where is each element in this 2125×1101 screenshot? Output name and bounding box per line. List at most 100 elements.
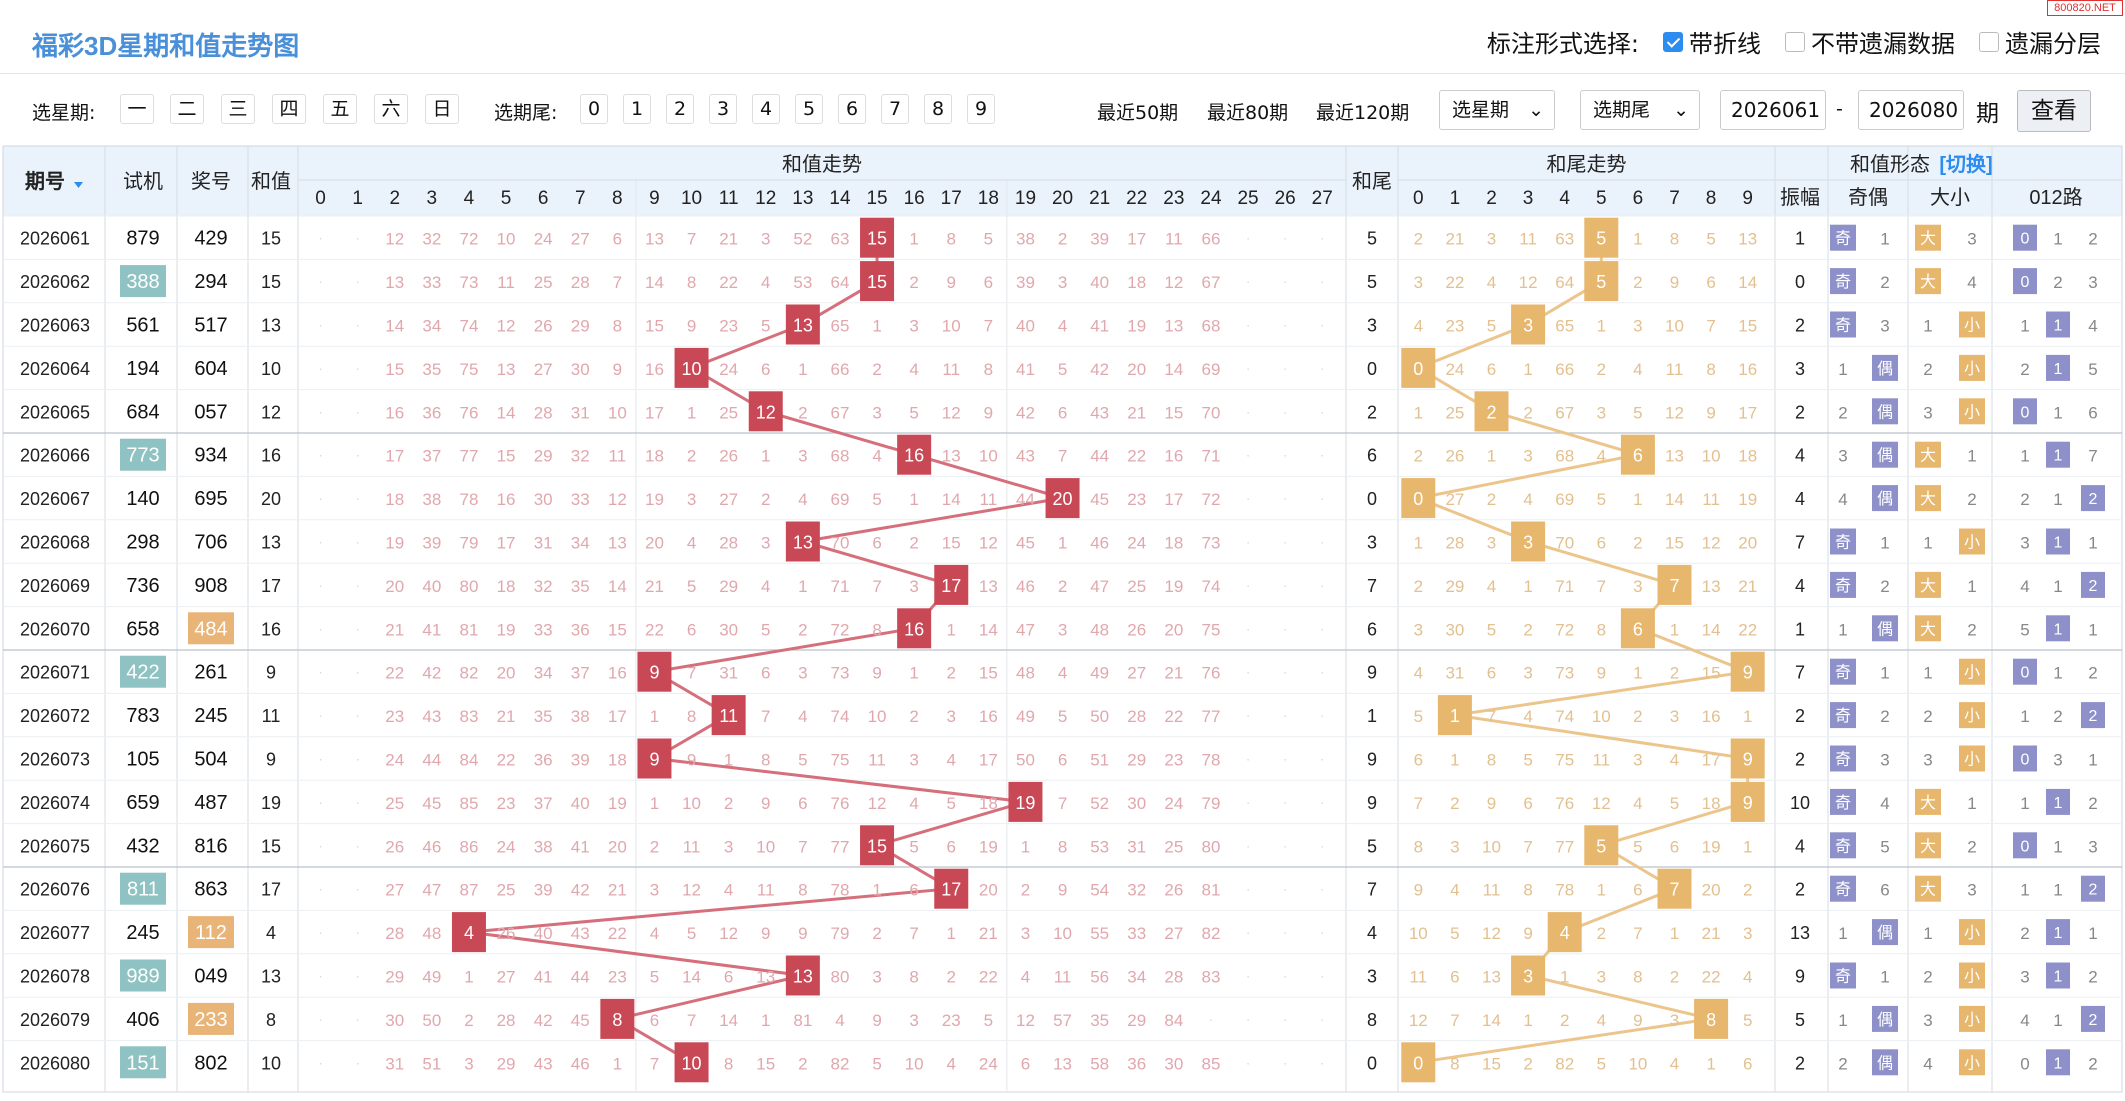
tail-select[interactable]: 选期尾 ⌄ <box>1580 90 1700 130</box>
checkbox-icon[interactable] <box>1663 31 1683 52</box>
sum-miss-value: 7 <box>1058 447 1067 466</box>
tail-miss-value: 3 <box>1743 924 1752 943</box>
sum-miss-dot: · <box>1246 881 1251 897</box>
big-badge-text: 大 <box>1920 490 1936 508</box>
tail-button[interactable]: 9 <box>967 94 995 124</box>
sum-miss-dot: · <box>1320 534 1325 550</box>
weekday-button[interactable]: 六 <box>374 94 408 124</box>
tail-ball-value: 9 <box>1743 663 1753 683</box>
tail-button[interactable]: 5 <box>795 94 823 124</box>
weekday-button[interactable]: 二 <box>170 94 204 124</box>
issue-header: 期号 <box>25 170 65 193</box>
tail-miss-value: 2 <box>1633 273 1642 292</box>
tail-miss-value: 1 <box>1670 620 1679 639</box>
sum-miss-dot: · <box>1246 403 1251 419</box>
page-title: 福彩3D星期和值走势图 <box>32 31 300 61</box>
sum-miss-value: 14 <box>682 968 701 987</box>
option-with-line[interactable]: 带折线 <box>1663 24 1761 59</box>
sum-ball-value: 4 <box>464 923 474 943</box>
sum-miss-dot: · <box>318 1054 323 1070</box>
draw-cell: 908 <box>194 575 227 597</box>
recent-80-link[interactable]: 最近80期 <box>1207 102 1289 124</box>
recent-50-link[interactable]: 最近50期 <box>1097 102 1179 124</box>
checkbox-icon[interactable] <box>1785 31 1805 52</box>
tail-button[interactable]: 0 <box>580 94 608 124</box>
sum-miss-dot: · <box>1246 230 1251 246</box>
sum-col-header: 5 <box>501 188 512 209</box>
tail-ball <box>1730 738 1765 779</box>
tail-miss-value: 4 <box>1450 881 1459 900</box>
sum-miss-value: 39 <box>534 881 553 900</box>
big-badge-text: 大 <box>1920 881 1936 899</box>
tail-button[interactable]: 3 <box>709 94 737 124</box>
draw-highlight <box>188 1002 234 1035</box>
from-issue-input[interactable]: 2026061 <box>1720 90 1826 130</box>
tail-ball <box>1437 695 1472 736</box>
tail-miss-value: 1 <box>1743 707 1752 726</box>
tail-button[interactable]: 7 <box>881 94 909 124</box>
sum-col-header: 15 <box>866 188 887 209</box>
sum-miss-value: 34 <box>422 317 441 336</box>
week-select[interactable]: 选星期 ⌄ <box>1439 90 1555 130</box>
sum-miss-value: 37 <box>422 447 441 466</box>
sum-miss-value: 42 <box>422 664 441 683</box>
sum-miss-value: 28 <box>385 924 404 943</box>
big-badge <box>1915 832 1941 859</box>
sum-miss-dot: · <box>1246 490 1251 506</box>
tail-miss-value: 19 <box>1702 837 1721 856</box>
road-miss: 2 <box>2088 664 2097 683</box>
tail-col-header: 1 <box>1450 188 1461 209</box>
weekday-button[interactable]: 四 <box>272 94 306 124</box>
sum-miss-dot: · <box>1320 403 1325 419</box>
sum-miss-value: 5 <box>1058 707 1067 726</box>
weekday-button[interactable]: 日 <box>425 94 459 124</box>
tail-button[interactable]: 2 <box>666 94 694 124</box>
sum-miss-value: 12 <box>497 317 516 336</box>
tail-miss-value: 2 <box>1414 577 1423 596</box>
sum-miss-dot: · <box>1283 707 1288 723</box>
tail-button[interactable]: 8 <box>924 94 952 124</box>
recent-120-link[interactable]: 最近120期 <box>1316 102 1410 124</box>
draw-cell: 294 <box>194 271 227 293</box>
trial-cell: 422 <box>126 662 159 684</box>
sum-ball <box>600 998 635 1039</box>
tail-cell: 6 <box>1367 446 1377 466</box>
sum-miss-dot: · <box>1246 707 1251 723</box>
weekday-button[interactable]: 三 <box>221 94 255 124</box>
sum-miss-dot: · <box>1320 360 1325 376</box>
sum-miss-dot: · <box>1283 837 1288 853</box>
sum-miss-dot: · <box>1246 447 1251 463</box>
odd-badge-text: 奇 <box>1835 707 1851 725</box>
tail-button[interactable]: 1 <box>623 94 651 124</box>
road-miss: 2 <box>2053 707 2062 726</box>
option-no-miss-data[interactable]: 不带遗漏数据 <box>1785 24 1955 59</box>
to-issue-input[interactable]: 2026080 <box>1858 90 1964 130</box>
weekday-button[interactable]: 五 <box>323 94 357 124</box>
tail-ball <box>1657 868 1692 909</box>
checkbox-icon[interactable] <box>1979 31 1999 52</box>
sum-miss-value: 9 <box>687 317 696 336</box>
big-small-miss: 1 <box>1923 317 1932 336</box>
tail-ball <box>1511 955 1546 996</box>
sum-miss-value: 17 <box>979 751 998 770</box>
sum-miss-value: 3 <box>909 317 918 336</box>
odd-badge <box>1830 702 1856 729</box>
sum-miss-value: 10 <box>497 230 516 249</box>
tail-miss-value: 2 <box>1633 534 1642 553</box>
even-badge-text: 偶 <box>1877 403 1893 421</box>
tail-miss-value: 7 <box>1523 837 1532 856</box>
sum-ball-value: 9 <box>649 663 659 683</box>
sum-miss-dot: · <box>318 968 323 984</box>
tail-button[interactable]: 6 <box>838 94 866 124</box>
weekday-button[interactable]: 一 <box>120 94 154 124</box>
option-miss-layer[interactable]: 遗漏分层 <box>1979 24 2101 59</box>
tail-cell: 2 <box>1367 402 1377 422</box>
switch-link: [切换] <box>1939 152 1992 176</box>
sum-ball-value: 20 <box>1053 489 1073 509</box>
tail-button[interactable]: 4 <box>752 94 780 124</box>
sum-miss-value: 13 <box>979 577 998 596</box>
tail-ball <box>1730 651 1765 692</box>
view-button[interactable]: 查看 <box>2017 90 2091 132</box>
sum-miss-value: 74 <box>1201 577 1220 596</box>
sum-miss-value: 29 <box>385 968 404 987</box>
